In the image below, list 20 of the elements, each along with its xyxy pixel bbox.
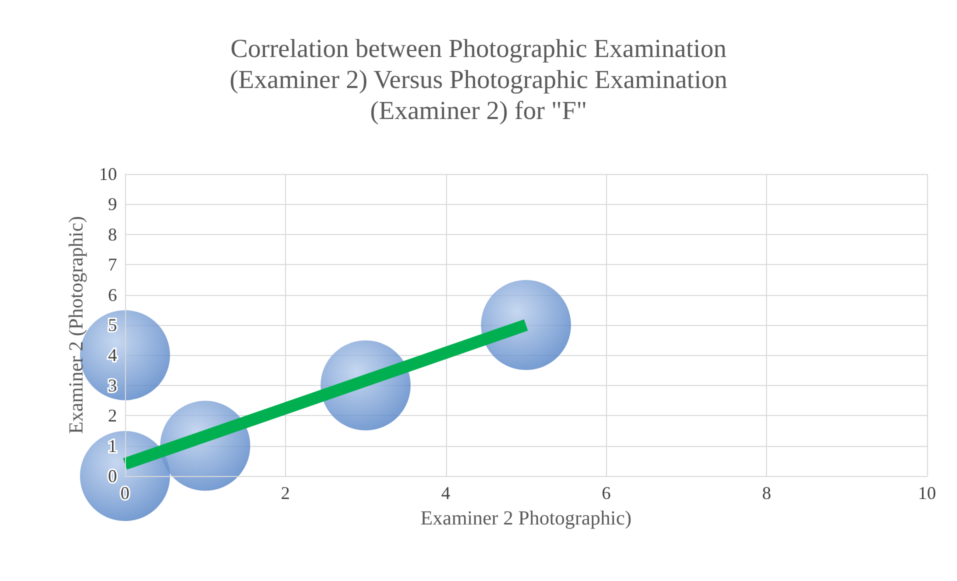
chart-title: Correlation between Photographic Examination (Examiner 2) Versus Photographic Examination (Examiner 2) for "F" (230, 34, 728, 125)
x-tick-label: 10 (918, 483, 936, 503)
y-tick-label: 3 (108, 375, 117, 396)
y-tick-label: 1 (108, 436, 117, 456)
x-axis-title: Examiner 2 Photographic) (420, 507, 632, 530)
y-tick-label: 0 (108, 466, 117, 486)
y-tick-label: 8 (108, 224, 117, 244)
y-tick-label: 5 (108, 315, 117, 335)
y-tick-label: 7 (108, 254, 117, 275)
x-tick-label: 8 (762, 483, 772, 503)
y-tick-label: 10 (99, 164, 117, 184)
y-tick-label: 6 (108, 284, 117, 305)
y-tick-label: 9 (108, 194, 117, 214)
x-tick-label: 6 (602, 483, 611, 503)
y-axis-title: Examiner 2 (Photographic) (66, 216, 88, 434)
x-tick-label: 0 (120, 483, 130, 503)
y-tick-label: 2 (108, 406, 117, 426)
x-tick-label: 4 (441, 483, 450, 503)
x-tick-label: 2 (280, 483, 290, 503)
y-tick-label: 4 (108, 345, 117, 366)
